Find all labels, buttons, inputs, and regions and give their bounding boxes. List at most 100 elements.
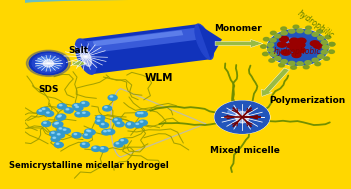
Ellipse shape — [85, 134, 87, 135]
Ellipse shape — [117, 122, 120, 124]
Circle shape — [267, 29, 329, 66]
Polygon shape — [79, 24, 211, 74]
Circle shape — [54, 142, 63, 148]
Ellipse shape — [52, 132, 54, 133]
Circle shape — [45, 111, 54, 116]
Ellipse shape — [47, 112, 49, 113]
Circle shape — [57, 127, 66, 132]
Circle shape — [297, 38, 306, 43]
Ellipse shape — [101, 123, 104, 125]
Ellipse shape — [228, 109, 241, 115]
Circle shape — [278, 42, 286, 47]
Circle shape — [114, 142, 123, 147]
Polygon shape — [93, 30, 183, 46]
Circle shape — [92, 146, 100, 151]
Ellipse shape — [98, 116, 100, 118]
Circle shape — [61, 128, 70, 133]
Ellipse shape — [77, 113, 79, 114]
Circle shape — [40, 107, 49, 113]
Circle shape — [325, 35, 331, 39]
Circle shape — [36, 56, 61, 71]
Ellipse shape — [88, 131, 91, 132]
Ellipse shape — [75, 39, 96, 74]
Circle shape — [281, 31, 287, 35]
Circle shape — [264, 38, 269, 41]
Circle shape — [72, 104, 81, 109]
Circle shape — [96, 115, 105, 121]
Ellipse shape — [101, 148, 104, 149]
Circle shape — [321, 40, 327, 44]
Circle shape — [329, 43, 335, 46]
Circle shape — [102, 130, 111, 135]
Circle shape — [289, 29, 295, 33]
Ellipse shape — [38, 57, 48, 62]
Ellipse shape — [136, 123, 139, 124]
Ellipse shape — [115, 119, 117, 120]
Ellipse shape — [44, 122, 46, 123]
Polygon shape — [261, 68, 290, 96]
Circle shape — [317, 30, 323, 33]
Circle shape — [310, 41, 319, 46]
Text: Semicrystalline micellar hydrogel: Semicrystalline micellar hydrogel — [9, 161, 169, 170]
Ellipse shape — [53, 137, 55, 138]
Ellipse shape — [54, 123, 57, 124]
Ellipse shape — [80, 47, 91, 66]
Circle shape — [51, 136, 60, 142]
Circle shape — [323, 45, 329, 49]
Ellipse shape — [195, 24, 213, 59]
Ellipse shape — [59, 105, 62, 106]
Circle shape — [305, 30, 311, 34]
Circle shape — [138, 120, 147, 125]
Text: SDS: SDS — [38, 85, 59, 94]
Circle shape — [292, 52, 301, 57]
Ellipse shape — [280, 38, 297, 46]
Ellipse shape — [108, 130, 110, 131]
Circle shape — [126, 123, 135, 128]
Circle shape — [293, 25, 299, 29]
Circle shape — [80, 101, 89, 107]
Circle shape — [29, 52, 67, 75]
Circle shape — [103, 106, 112, 111]
Circle shape — [261, 45, 266, 48]
Circle shape — [287, 43, 296, 48]
Circle shape — [215, 101, 269, 133]
Ellipse shape — [137, 112, 140, 114]
Circle shape — [54, 122, 63, 127]
Circle shape — [329, 43, 335, 46]
Circle shape — [86, 130, 95, 135]
Circle shape — [296, 42, 305, 48]
Ellipse shape — [121, 140, 124, 141]
Circle shape — [289, 61, 295, 65]
Circle shape — [281, 27, 286, 30]
Text: hydrophobic: hydrophobic — [274, 47, 322, 56]
Circle shape — [291, 66, 297, 69]
Circle shape — [318, 55, 324, 58]
Ellipse shape — [140, 121, 143, 122]
Ellipse shape — [74, 105, 77, 106]
Circle shape — [95, 119, 104, 125]
Circle shape — [58, 104, 66, 109]
Circle shape — [134, 122, 143, 128]
Circle shape — [263, 52, 268, 56]
Ellipse shape — [87, 130, 89, 131]
Circle shape — [72, 132, 81, 138]
Circle shape — [57, 114, 66, 119]
Ellipse shape — [64, 129, 66, 130]
Circle shape — [313, 43, 322, 48]
Circle shape — [274, 34, 281, 38]
Text: Mixed micelle: Mixed micelle — [211, 146, 280, 155]
Circle shape — [100, 122, 108, 128]
Polygon shape — [73, 60, 87, 67]
Circle shape — [315, 62, 320, 66]
Ellipse shape — [82, 102, 85, 103]
Ellipse shape — [105, 107, 107, 108]
Circle shape — [108, 95, 117, 100]
Text: Monomer: Monomer — [214, 24, 262, 33]
Circle shape — [80, 142, 90, 148]
Circle shape — [297, 29, 303, 33]
Circle shape — [56, 115, 65, 120]
Circle shape — [321, 50, 327, 54]
Circle shape — [296, 42, 305, 47]
Circle shape — [274, 57, 281, 60]
Circle shape — [290, 46, 299, 52]
